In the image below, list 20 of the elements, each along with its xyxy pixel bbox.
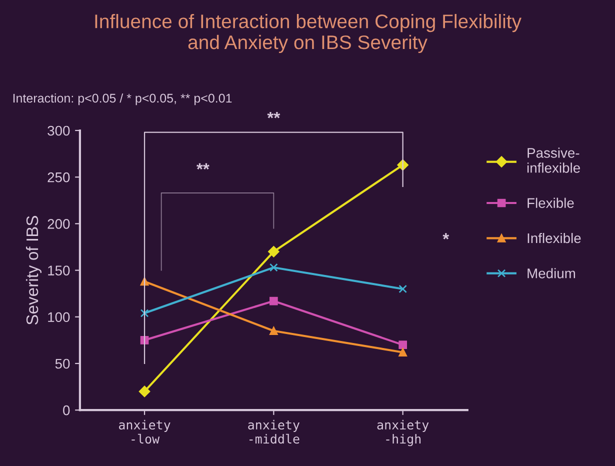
y-tick-label: 100 <box>48 312 70 322</box>
y-tick-label: 50 <box>55 358 70 369</box>
text: Interaction: p<0.05 / * p<0.05, ** p<0.01 <box>13 93 232 106</box>
y-tick-label: 300 <box>48 126 70 136</box>
y-axis-title: Severity of IBS <box>26 216 42 325</box>
legend-label: Flexible <box>528 198 574 208</box>
legend-label: Passive- inflexible <box>527 148 580 173</box>
legend-label: Medium <box>528 268 576 278</box>
x-tick-label: anxiety -low <box>119 420 170 444</box>
y-tick-label: 150 <box>48 266 70 276</box>
x-tick-label: anxiety -middle <box>248 420 300 444</box>
annotation: ** <box>196 163 210 170</box>
y-tick-label: 0 <box>63 405 70 416</box>
legend-label: Inflexible <box>528 232 581 244</box>
chart-title: Influence of Interaction between Coping Flexibility and Anxiety on IBS Severity <box>95 14 522 54</box>
text: ** <box>267 112 280 118</box>
y-tick-label: 250 <box>48 172 70 182</box>
x-tick-label: anxiety -high <box>377 420 429 446</box>
text: * <box>442 233 450 240</box>
y-tick-label: 200 <box>48 219 70 229</box>
